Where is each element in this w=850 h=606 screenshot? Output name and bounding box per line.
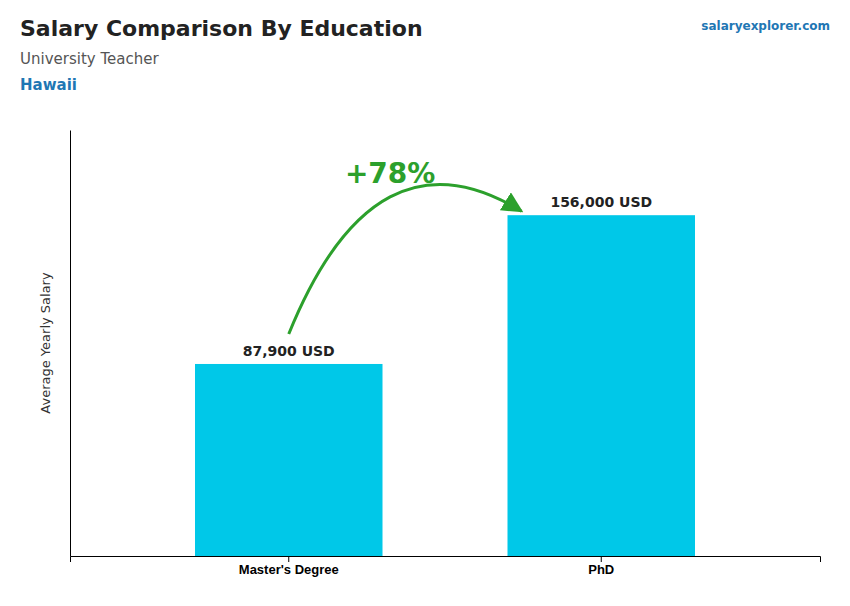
x-tick: Master's Degree bbox=[239, 556, 339, 577]
x-tick: PhD bbox=[588, 556, 614, 577]
y-axis bbox=[70, 131, 71, 557]
x-axis-line bbox=[71, 557, 821, 563]
value-label: 87,900 USD bbox=[243, 343, 335, 359]
y-axis-line bbox=[70, 131, 71, 557]
x-tick-mark bbox=[601, 556, 602, 562]
y-axis-label: Average Yearly Salary bbox=[38, 272, 53, 414]
title: Salary Comparison By Education bbox=[20, 16, 423, 41]
plot: Master's Degree PhD 87,900 USD 156,000 USD +… bbox=[71, 131, 821, 578]
source: salaryexplorer.com bbox=[701, 19, 830, 33]
chart-svg: Salary Comparison By Education University… bbox=[0, 0, 850, 606]
bars bbox=[195, 215, 695, 556]
bar bbox=[195, 364, 383, 556]
value-label: 156,000 USD bbox=[550, 194, 652, 210]
percent-change: +78% bbox=[345, 157, 435, 190]
bar bbox=[508, 215, 696, 556]
x-tick-label: PhD bbox=[588, 562, 614, 577]
x-tick-mark bbox=[288, 556, 289, 562]
subtitle: University Teacher bbox=[20, 50, 159, 68]
change-arrow bbox=[289, 184, 522, 334]
x-axis: Master's Degree PhD bbox=[71, 556, 821, 577]
x-tick-label: Master's Degree bbox=[239, 562, 339, 577]
location: Hawaii bbox=[20, 76, 77, 94]
